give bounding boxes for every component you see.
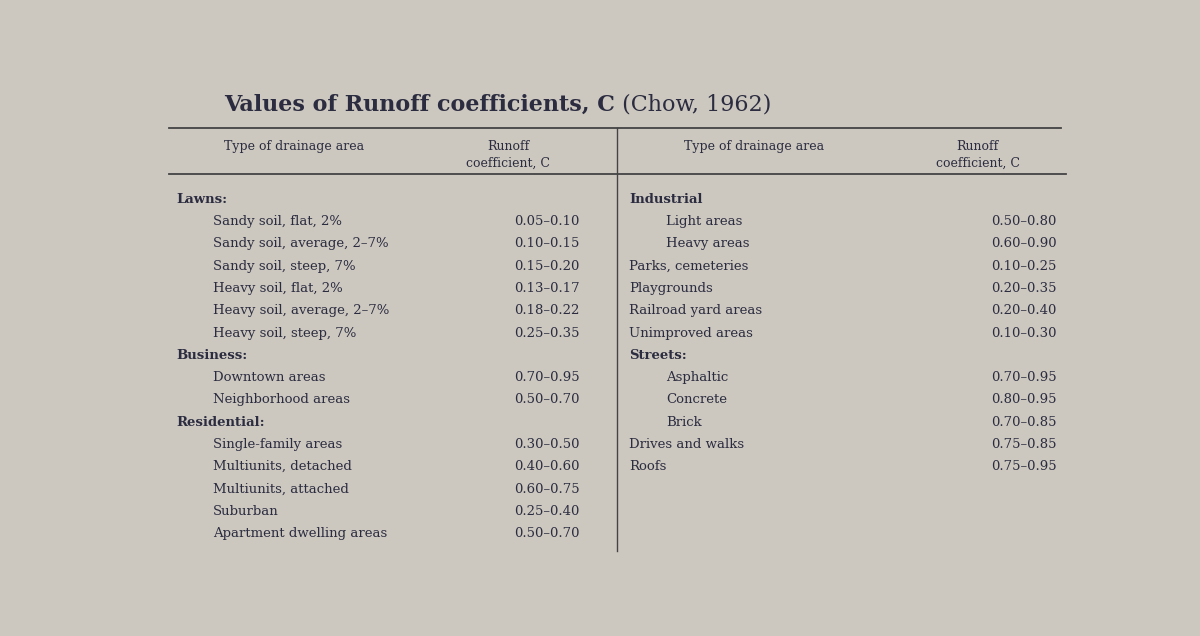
- Text: Asphaltic: Asphaltic: [666, 371, 728, 384]
- Text: Playgrounds: Playgrounds: [629, 282, 713, 295]
- Text: Suburban: Suburban: [214, 505, 278, 518]
- Text: Parks, cemeteries: Parks, cemeteries: [629, 259, 749, 273]
- Text: Lawns:: Lawns:: [176, 193, 227, 206]
- Text: Single-family areas: Single-family areas: [214, 438, 342, 451]
- Text: Heavy soil, flat, 2%: Heavy soil, flat, 2%: [214, 282, 343, 295]
- Text: 0.70–0.95: 0.70–0.95: [991, 371, 1057, 384]
- Text: 0.20–0.35: 0.20–0.35: [991, 282, 1057, 295]
- Text: Type of drainage area: Type of drainage area: [224, 140, 365, 153]
- Text: Light areas: Light areas: [666, 215, 743, 228]
- Text: Heavy areas: Heavy areas: [666, 237, 750, 251]
- Text: 0.20–0.40: 0.20–0.40: [991, 304, 1057, 317]
- Text: Concrete: Concrete: [666, 394, 727, 406]
- Text: Unimproved areas: Unimproved areas: [629, 326, 752, 340]
- Text: Streets:: Streets:: [629, 349, 686, 362]
- Text: 0.25–0.35: 0.25–0.35: [514, 326, 580, 340]
- Text: 0.10–0.25: 0.10–0.25: [991, 259, 1057, 273]
- Text: Neighborhood areas: Neighborhood areas: [214, 394, 350, 406]
- Text: Multiunits, detached: Multiunits, detached: [214, 460, 352, 473]
- Text: Brick: Brick: [666, 416, 702, 429]
- Text: Apartment dwelling areas: Apartment dwelling areas: [214, 527, 388, 540]
- Text: Drives and walks: Drives and walks: [629, 438, 744, 451]
- Text: 0.13–0.17: 0.13–0.17: [514, 282, 580, 295]
- Text: Sandy soil, flat, 2%: Sandy soil, flat, 2%: [214, 215, 342, 228]
- Text: Heavy soil, steep, 7%: Heavy soil, steep, 7%: [214, 326, 356, 340]
- Text: Roofs: Roofs: [629, 460, 666, 473]
- Text: 0.30–0.50: 0.30–0.50: [514, 438, 580, 451]
- Text: Industrial: Industrial: [629, 193, 702, 206]
- Text: Sandy soil, steep, 7%: Sandy soil, steep, 7%: [214, 259, 356, 273]
- Text: 0.40–0.60: 0.40–0.60: [514, 460, 580, 473]
- Text: Values of Runoff coefficients, C: Values of Runoff coefficients, C: [224, 93, 616, 116]
- Text: Downtown areas: Downtown areas: [214, 371, 325, 384]
- Text: 0.75–0.95: 0.75–0.95: [991, 460, 1057, 473]
- Text: 0.70–0.85: 0.70–0.85: [991, 416, 1057, 429]
- Text: (Chow, 1962): (Chow, 1962): [616, 93, 772, 116]
- Text: Multiunits, attached: Multiunits, attached: [214, 483, 349, 495]
- Text: Residential:: Residential:: [176, 416, 265, 429]
- Text: Runoff
coefficient, C: Runoff coefficient, C: [466, 140, 550, 170]
- Text: Type of drainage area: Type of drainage area: [684, 140, 824, 153]
- Text: 0.60–0.75: 0.60–0.75: [514, 483, 580, 495]
- Text: 0.18–0.22: 0.18–0.22: [515, 304, 580, 317]
- Text: 0.10–0.15: 0.10–0.15: [515, 237, 580, 251]
- Text: 0.60–0.90: 0.60–0.90: [991, 237, 1057, 251]
- Text: 0.80–0.95: 0.80–0.95: [991, 394, 1057, 406]
- Text: 0.10–0.30: 0.10–0.30: [991, 326, 1057, 340]
- Text: 0.75–0.85: 0.75–0.85: [991, 438, 1057, 451]
- Text: 0.50–0.70: 0.50–0.70: [514, 527, 580, 540]
- Text: 0.50–0.70: 0.50–0.70: [514, 394, 580, 406]
- Text: 0.15–0.20: 0.15–0.20: [515, 259, 580, 273]
- Text: 0.25–0.40: 0.25–0.40: [515, 505, 580, 518]
- Text: Business:: Business:: [176, 349, 247, 362]
- Text: 0.50–0.80: 0.50–0.80: [991, 215, 1057, 228]
- Text: 0.70–0.95: 0.70–0.95: [514, 371, 580, 384]
- Text: Runoff
coefficient, C: Runoff coefficient, C: [936, 140, 1020, 170]
- Text: Sandy soil, average, 2–7%: Sandy soil, average, 2–7%: [214, 237, 389, 251]
- Text: Railroad yard areas: Railroad yard areas: [629, 304, 762, 317]
- Text: Heavy soil, average, 2–7%: Heavy soil, average, 2–7%: [214, 304, 390, 317]
- Text: 0.05–0.10: 0.05–0.10: [515, 215, 580, 228]
